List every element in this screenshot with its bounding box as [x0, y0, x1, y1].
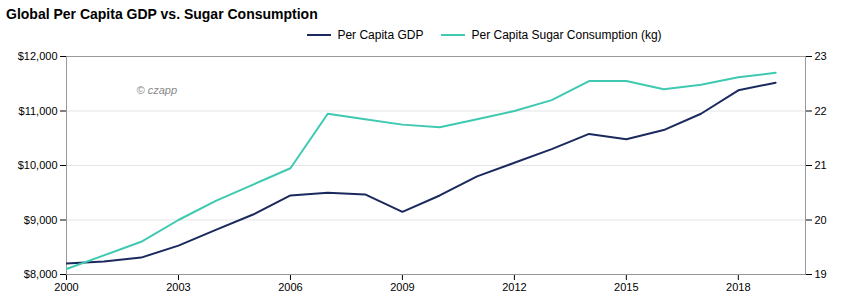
svg-text:$12,000: $12,000 — [18, 50, 58, 62]
svg-text:2015: 2015 — [614, 281, 638, 293]
svg-text:21: 21 — [815, 159, 827, 171]
svg-text:© czapp: © czapp — [137, 84, 178, 96]
svg-text:20: 20 — [815, 214, 827, 226]
svg-text:$9,000: $9,000 — [24, 214, 58, 226]
html-text:Global Per Capita GDP vs. Suga: Global Per Capita GDP vs. Sugar Consumpt… — [6, 6, 318, 22]
html-text:Per Capita GDP: Per Capita GDP — [337, 28, 424, 42]
svg-text:2012: 2012 — [502, 281, 526, 293]
svg-text:23: 23 — [815, 50, 827, 62]
svg-text:2018: 2018 — [726, 281, 750, 293]
svg-text:$8,000: $8,000 — [24, 268, 58, 280]
svg-text:22: 22 — [815, 105, 827, 117]
svg-text:2006: 2006 — [278, 281, 302, 293]
html-text:Per Capita Sugar Consumption (: Per Capita Sugar Consumption (kg) — [471, 28, 662, 42]
svg-text:$11,000: $11,000 — [19, 105, 58, 117]
svg-text:$10,000: $10,000 — [18, 159, 58, 171]
svg-text:2003: 2003 — [166, 281, 190, 293]
svg-text:2009: 2009 — [390, 281, 414, 293]
svg-text:19: 19 — [815, 268, 827, 280]
svg-text:2000: 2000 — [54, 281, 78, 293]
